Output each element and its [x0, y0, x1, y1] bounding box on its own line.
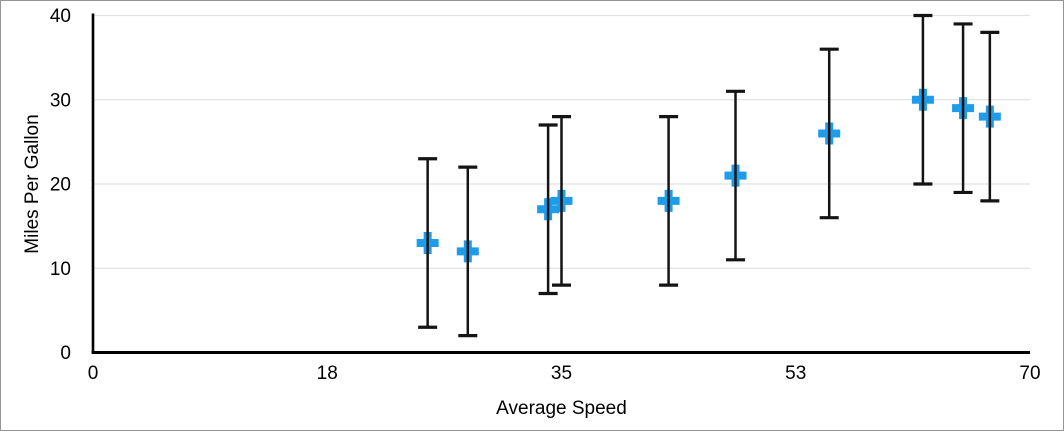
- y-tick-label: 40: [50, 6, 71, 27]
- error-bar: [913, 13, 933, 186]
- tick-labels: 0 10 20 30 40 0 18 35 53 70: [50, 6, 1041, 384]
- y-tick-label: 30: [50, 90, 71, 111]
- x-tick-label: 18: [317, 363, 338, 384]
- x-tick-label: 70: [1019, 363, 1040, 384]
- error-bar: [819, 47, 839, 220]
- y-axis-title: Miles Per Gallon: [22, 114, 43, 253]
- axes: [91, 13, 1030, 354]
- x-axis-title: Average Speed: [496, 398, 627, 419]
- error-bar: [980, 30, 1000, 203]
- y-tick-label: 20: [50, 175, 71, 196]
- error-bar: [726, 89, 746, 262]
- error-bar: [458, 165, 478, 338]
- error-bar: [953, 22, 973, 195]
- data-points: [416, 88, 1001, 263]
- y-tick-label: 0: [60, 343, 71, 364]
- y-tick-label: 10: [50, 259, 71, 280]
- x-tick-label: 0: [88, 363, 99, 384]
- error-bar: [538, 123, 558, 296]
- x-tick-label: 35: [551, 363, 572, 384]
- error-bar: [659, 114, 679, 287]
- error-bar: [552, 114, 571, 287]
- error-bar: [418, 157, 438, 329]
- error-bars: [418, 13, 1000, 338]
- x-tick-label: 53: [785, 363, 806, 384]
